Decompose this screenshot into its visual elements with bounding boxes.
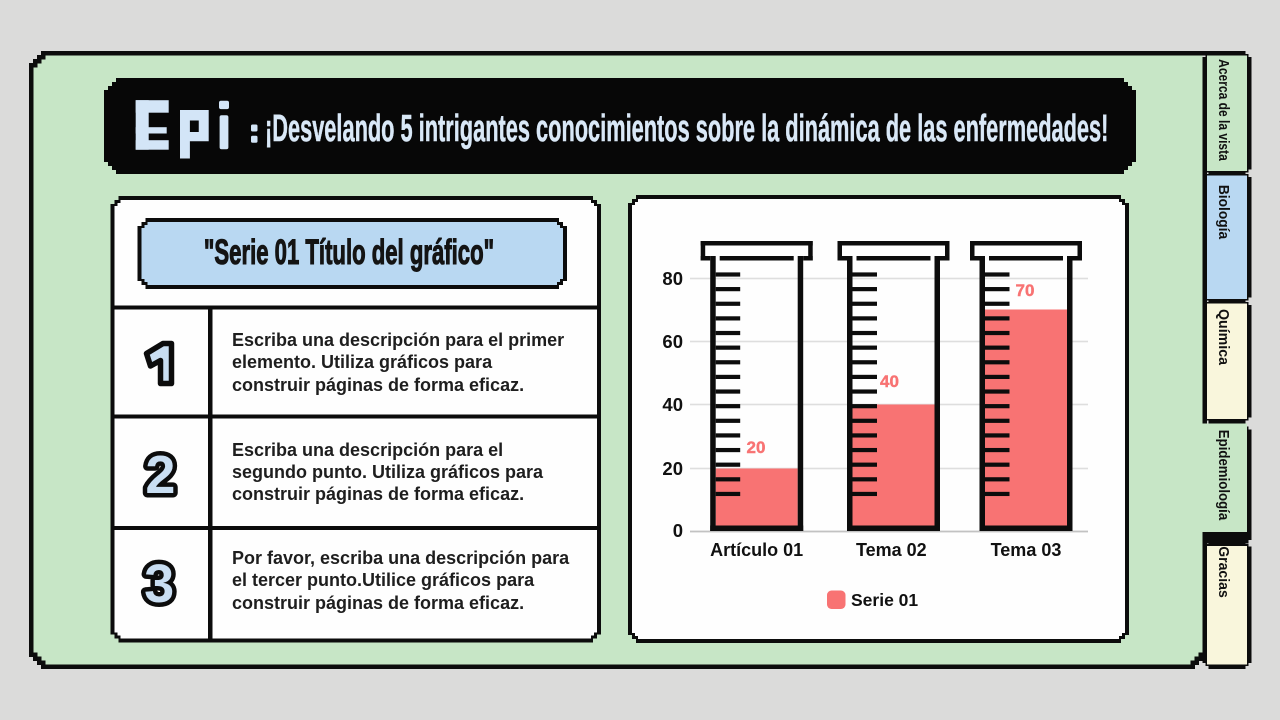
svg-text:2: 2 bbox=[145, 445, 175, 505]
svg-text:3: 3 bbox=[144, 554, 174, 614]
